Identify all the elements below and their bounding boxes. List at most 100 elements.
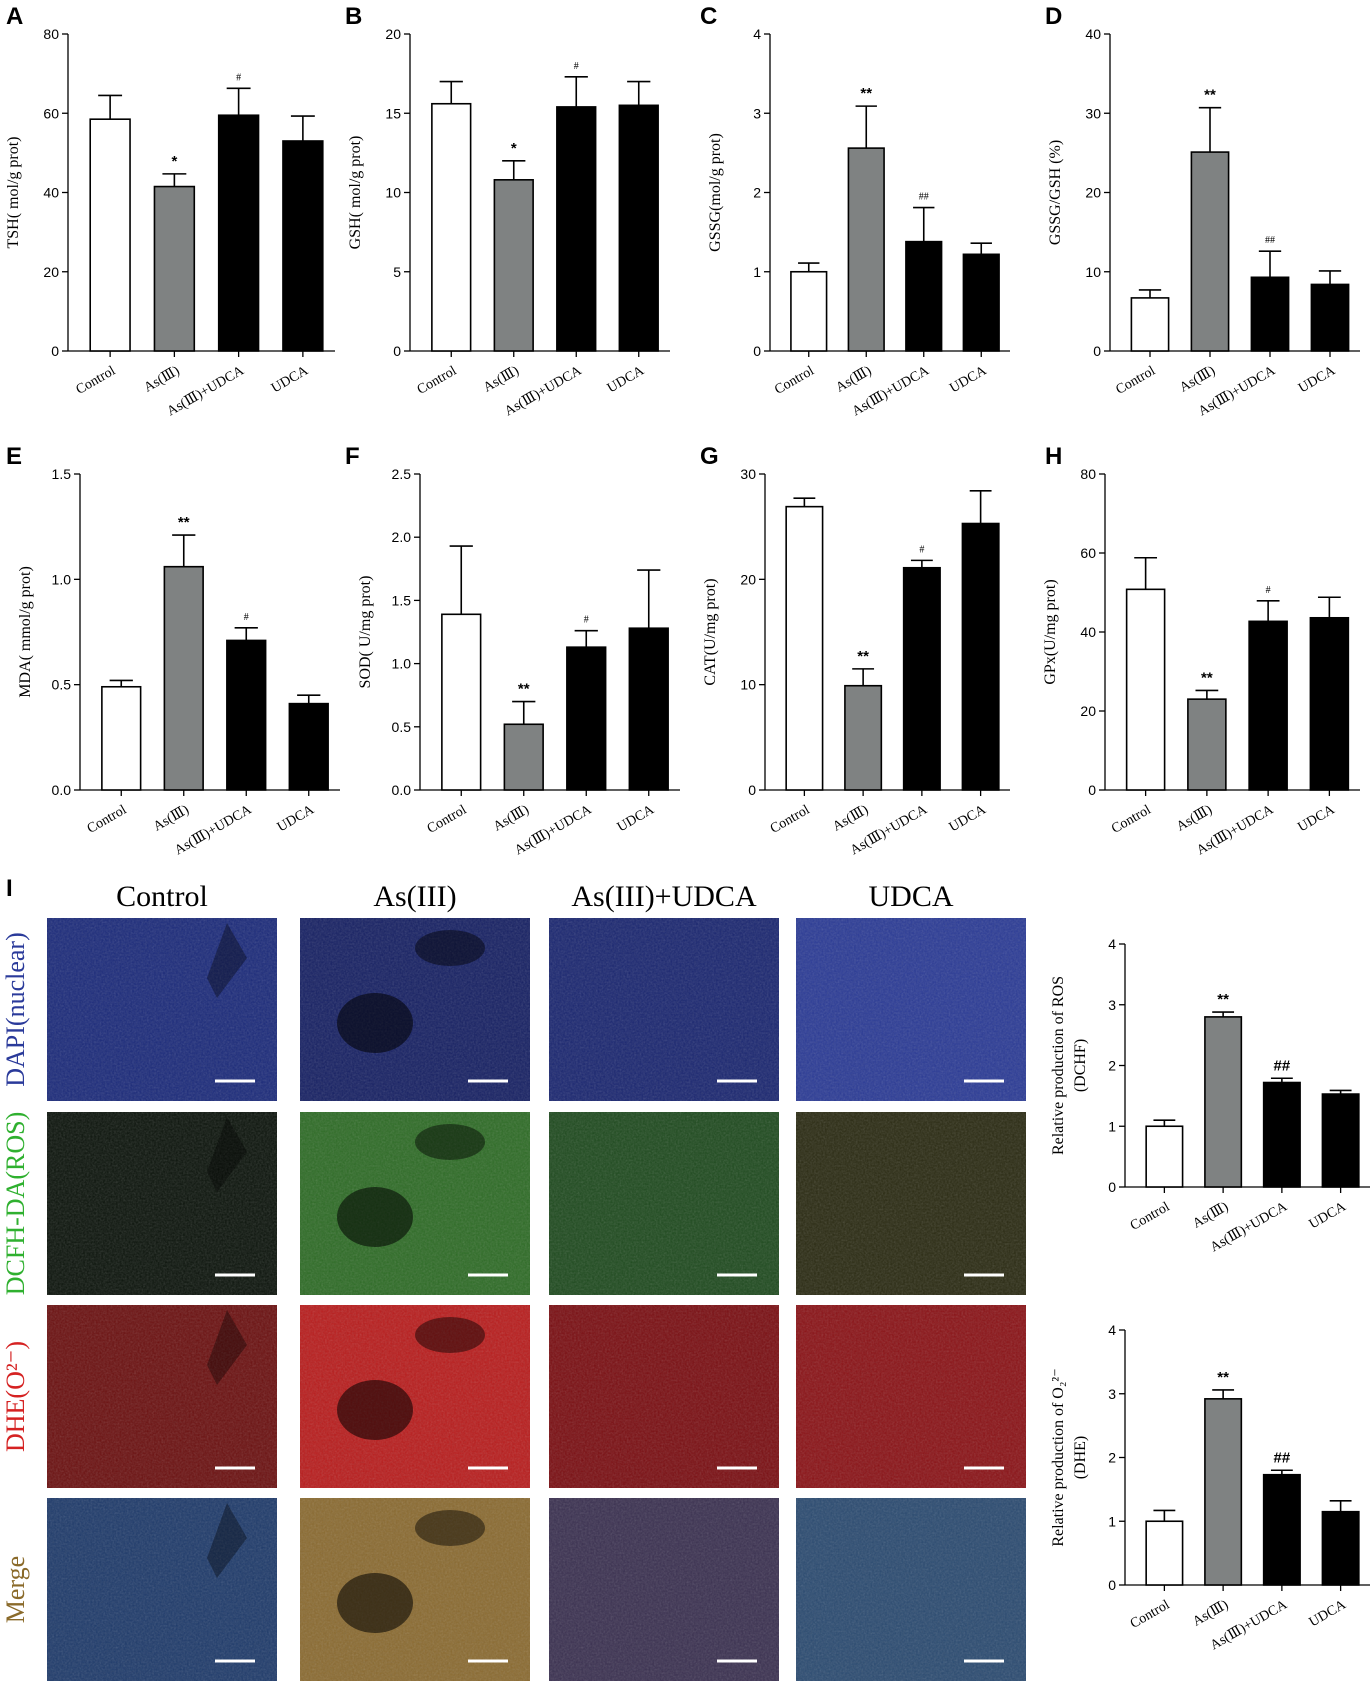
y-axis-label: SOD( U/mg prot) (357, 576, 374, 689)
category-label: As(Ⅲ) (142, 363, 183, 395)
significance-mark: ## (1274, 1057, 1291, 1074)
category-label: As(Ⅲ) (1190, 1597, 1231, 1629)
significance-mark: # (244, 612, 249, 623)
category-label: Control (1128, 1597, 1173, 1631)
tissue-void (207, 1310, 247, 1385)
significance-mark: # (919, 544, 924, 555)
y-tick-label: 0 (51, 343, 59, 359)
micrograph-image (300, 918, 530, 1101)
tissue-void (415, 1510, 485, 1546)
y-tick-label: 80 (1080, 466, 1096, 482)
column-title: Control (116, 880, 208, 913)
y-tick-label: 0.0 (52, 782, 72, 798)
micrograph-texture (796, 1305, 1026, 1488)
micrograph-image (47, 918, 277, 1101)
y-axis-label: (DHE) (1072, 1436, 1089, 1480)
bar-2 (1262, 1473, 1301, 1586)
bar-0 (441, 613, 482, 791)
y-tick-label: 60 (1080, 545, 1096, 561)
bar-3 (628, 627, 669, 791)
y-tick-label: 20 (385, 26, 401, 42)
micrograph-texture (549, 1112, 779, 1295)
panel-letter-A: A (6, 3, 23, 30)
bar-3 (282, 140, 324, 352)
micrograph-image (796, 1305, 1026, 1488)
bar-0 (785, 505, 824, 791)
column-title: As(III) (373, 880, 456, 913)
category-label: UDCA (1296, 802, 1339, 835)
micrograph-texture (47, 1305, 277, 1488)
significance-mark: ** (1201, 669, 1213, 686)
y-tick-label: 2.5 (392, 466, 412, 482)
panel-letter-B: B (345, 3, 362, 30)
bar-0 (101, 685, 142, 791)
y-tick-label: 0 (1088, 782, 1096, 798)
category-label: UDCA (275, 802, 318, 835)
y-axis-label: Relative production of ROS (1050, 976, 1067, 1155)
significance-mark: * (511, 140, 517, 157)
category-label: As(Ⅲ) (151, 802, 192, 834)
bar-1 (163, 565, 204, 791)
bar-0 (1145, 1125, 1184, 1188)
micrograph-image (47, 1498, 277, 1681)
panel-letter-F: F (345, 443, 360, 470)
tissue-void (207, 923, 247, 998)
micrograph-texture (300, 1305, 530, 1488)
significance-mark: ** (857, 648, 869, 665)
bar-1 (493, 179, 534, 352)
y-tick-label: 0.0 (392, 782, 412, 798)
micrograph-image (549, 918, 779, 1101)
y-axis-label: GSSG/GSH (%) (1047, 140, 1064, 245)
y-tick-label: 1 (753, 264, 761, 280)
bar-3 (618, 104, 659, 352)
micrograph-image (796, 918, 1026, 1101)
panel-letter-D: D (1045, 3, 1062, 30)
y-tick-label: 5 (393, 264, 401, 280)
bar-1 (844, 684, 883, 791)
y-tick-label: 40 (43, 185, 59, 201)
micrograph-texture (47, 918, 277, 1101)
y-tick-label: 2.0 (392, 529, 412, 545)
bar-0 (790, 270, 828, 352)
y-axis-label: Relative production of O₂²⁻ (1050, 1368, 1067, 1546)
category-label: Control (772, 363, 817, 397)
y-tick-label: 4 (1108, 1322, 1116, 1338)
significance-mark: ## (919, 192, 929, 203)
category-label: UDCA (605, 363, 648, 396)
category-label: UDCA (269, 363, 312, 396)
y-tick-label: 0 (1108, 1577, 1116, 1593)
category-label: UDCA (1307, 1597, 1350, 1630)
bar-2 (226, 639, 267, 791)
significance-mark: # (574, 61, 579, 72)
column-title: UDCA (868, 880, 953, 913)
panel-letter-G: G (700, 443, 719, 470)
row-label: DCFH-DA(ROS) (1, 1112, 30, 1295)
micrograph-texture (796, 1112, 1026, 1295)
y-tick-label: 10 (385, 185, 401, 201)
tissue-void (415, 1317, 485, 1353)
micrograph-texture (796, 918, 1026, 1101)
y-tick-label: 0 (393, 343, 401, 359)
tissue-void (207, 1503, 247, 1578)
significance-mark: ** (1204, 87, 1216, 104)
category-label: UDCA (615, 802, 658, 835)
category-label: Control (415, 363, 460, 397)
panel-letter-I: I (6, 875, 13, 902)
y-tick-label: 0 (1108, 1179, 1116, 1195)
category-label: As(Ⅲ) (834, 363, 875, 395)
y-tick-label: 2 (1108, 1450, 1116, 1466)
panel-letter-H: H (1045, 443, 1062, 470)
y-tick-label: 15 (385, 105, 401, 121)
y-tick-label: 1.0 (392, 656, 412, 672)
y-tick-label: 1.5 (52, 466, 72, 482)
category-label: Control (1109, 802, 1154, 836)
tissue-void (337, 1380, 413, 1440)
bar-2 (905, 240, 943, 352)
row-label: DAPI(nuclear) (1, 932, 30, 1087)
micrograph-texture (549, 1305, 779, 1488)
chart-F: 0.0 0.5 1.0 1.5 2.0 2.5 SOD( U/mg prot) Control… (357, 466, 680, 858)
significance-mark: ** (860, 85, 872, 102)
category-label: As(Ⅲ) (1177, 363, 1218, 395)
